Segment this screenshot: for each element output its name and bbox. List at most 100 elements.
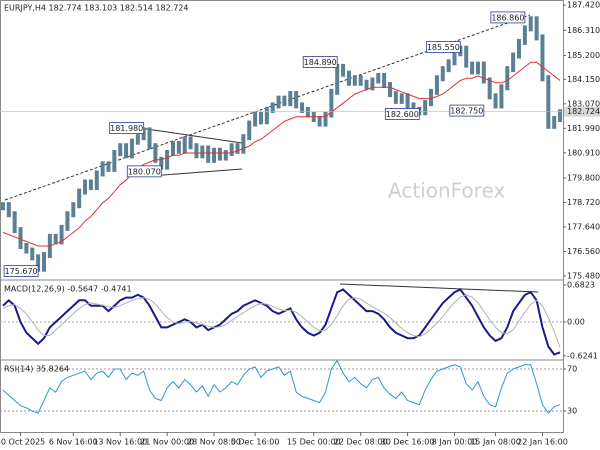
price-bar xyxy=(329,88,334,118)
annotation-box xyxy=(109,122,145,134)
price-bar xyxy=(522,25,527,45)
panel-title: EURJPY,H4 182.774 183.103 182.514 182.72… xyxy=(4,4,189,13)
trend-line xyxy=(4,14,531,201)
price-bar xyxy=(376,72,381,84)
last-price-box xyxy=(564,106,600,117)
price-bar xyxy=(100,161,105,177)
price-bar xyxy=(229,143,234,157)
price-bar xyxy=(393,91,398,104)
price-bar xyxy=(147,127,152,150)
price-bar xyxy=(188,136,193,150)
x-tick-label: 28 Nov 08:00 xyxy=(187,438,241,447)
annotation: 175.670 xyxy=(3,265,39,278)
series-line xyxy=(2,288,561,356)
price-bar xyxy=(487,77,492,100)
last-price-label: 182.724 xyxy=(567,107,600,116)
x-tick-label: 13 Nov 16:00 xyxy=(93,438,147,447)
x-tick-label: 30 Oct 2025 xyxy=(0,438,45,447)
price-bar xyxy=(182,136,187,154)
price-bar xyxy=(77,188,82,209)
price-bar xyxy=(153,143,158,163)
price-bar xyxy=(235,143,240,154)
price-bar xyxy=(335,63,340,95)
panel-title: MACD(12,26,9) -0.5647 -0.4741 xyxy=(4,285,132,294)
price-bar xyxy=(352,75,357,86)
series-line xyxy=(2,61,561,247)
price-bar xyxy=(317,116,322,127)
annotation-box xyxy=(126,165,162,178)
y-tick-label: 186.310 xyxy=(567,26,600,35)
price-bar xyxy=(440,66,445,82)
price-bar xyxy=(41,252,46,272)
triangle-line xyxy=(139,127,243,144)
price-bar xyxy=(223,150,228,161)
x-tick-label: 15 Dec 00:00 xyxy=(287,438,341,447)
price-bar xyxy=(387,82,392,98)
price-bar xyxy=(212,147,217,163)
price-bar xyxy=(176,140,181,154)
x-tick-label: 5 Dec 16:00 xyxy=(231,438,280,447)
annotation-box xyxy=(302,56,338,68)
price-bar xyxy=(247,120,252,141)
y-tick-label: 177.640 xyxy=(567,222,600,231)
y-tick-label: -0.6241 xyxy=(567,351,598,360)
price-bar xyxy=(364,79,369,91)
price-bar xyxy=(6,202,11,218)
price-bar xyxy=(194,143,199,159)
price-bar xyxy=(305,106,310,118)
panel-title: RSI(14) 35.8264 xyxy=(4,365,69,374)
price-bar xyxy=(112,150,117,172)
price-bar xyxy=(200,145,205,159)
price-bar xyxy=(83,179,88,195)
y-tick-label: 30 xyxy=(567,406,577,415)
price-bar xyxy=(505,66,510,91)
price-bar xyxy=(36,254,41,272)
annotation-label: 186.860 xyxy=(491,13,524,22)
price-bar xyxy=(129,138,134,159)
y-tick-label: 184.150 xyxy=(567,75,600,84)
y-tick-label: 175.480 xyxy=(567,271,600,280)
annotation-label: 182.750 xyxy=(450,107,483,116)
price-bar xyxy=(546,75,551,129)
price-bar xyxy=(118,143,123,157)
price-bar xyxy=(499,84,504,109)
price-bar xyxy=(470,61,475,75)
y-tick-label: 181.990 xyxy=(567,124,600,133)
price-bar xyxy=(94,170,99,191)
price-bar xyxy=(411,102,416,113)
annotation: 182.750 xyxy=(449,104,485,117)
price-bar xyxy=(135,134,140,145)
annotation: 186.860 xyxy=(490,11,526,24)
annotation-box xyxy=(425,41,461,54)
annotation-box xyxy=(3,265,39,278)
y-tick-label: 0.6823 xyxy=(567,280,595,289)
price-bar xyxy=(558,109,563,123)
y-tick-label: 178.720 xyxy=(567,198,600,207)
annotation: 184.890 xyxy=(302,56,338,68)
y-tick-label: 70 xyxy=(567,364,577,373)
price-bar xyxy=(253,111,258,127)
price-bar xyxy=(399,93,404,104)
y-tick-label: 180.910 xyxy=(567,148,600,157)
annotation: 181.980 xyxy=(109,122,145,134)
price-bar xyxy=(0,202,5,211)
price-bar xyxy=(511,52,516,73)
annotation-label: 182.600 xyxy=(386,110,419,119)
price-bar xyxy=(258,111,263,125)
price-bar xyxy=(65,211,70,231)
price-bar xyxy=(106,161,111,172)
series-line xyxy=(2,294,561,348)
price-bar xyxy=(124,143,129,159)
price-bar xyxy=(475,61,480,75)
price-bar xyxy=(528,16,533,32)
annotation-box xyxy=(449,104,485,117)
price-bar xyxy=(165,150,170,170)
annotation-label: 184.890 xyxy=(304,58,337,67)
price-bar xyxy=(481,61,486,84)
y-tick-label: 179.800 xyxy=(567,173,600,182)
price-bar xyxy=(552,116,557,129)
price-bar xyxy=(294,91,299,109)
price-bar xyxy=(341,63,346,77)
price-bar xyxy=(323,111,328,127)
